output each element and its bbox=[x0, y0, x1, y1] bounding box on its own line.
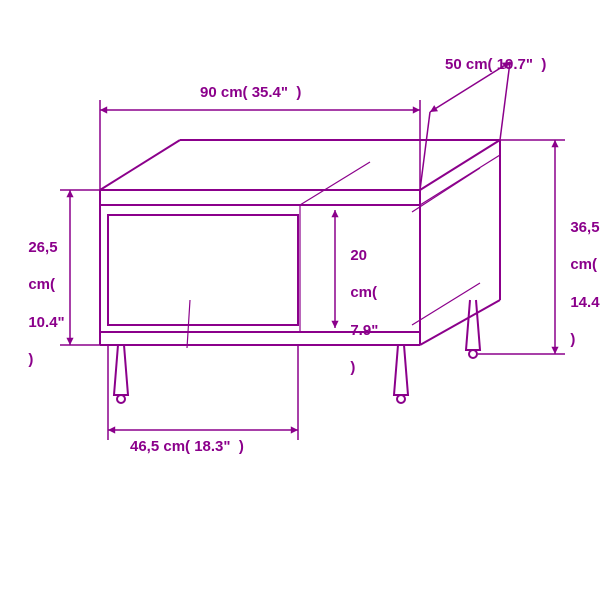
txt: ) bbox=[350, 359, 355, 376]
txt: 26,5 bbox=[28, 239, 57, 256]
dim-inner-height: 20 cm( 7.9" ) bbox=[342, 228, 378, 378]
txt: cm( bbox=[570, 256, 597, 273]
dim-height-left: 26,5 cm( 10.4" ) bbox=[20, 220, 65, 370]
dim-depth-top: 50 cm( 19.7" ) bbox=[445, 56, 546, 75]
txt: 20 bbox=[350, 247, 367, 264]
txt: 36,5 bbox=[570, 219, 599, 236]
txt: 14.4" bbox=[570, 294, 600, 311]
dim-height-right: 36,5 cm( 14.4" ) bbox=[562, 200, 600, 350]
txt: ) bbox=[570, 331, 575, 348]
dim-drawer-width: 46,5 cm( 18.3" ) bbox=[130, 438, 244, 457]
txt: cm( bbox=[350, 284, 377, 301]
txt: ) bbox=[28, 351, 33, 368]
txt: 10.4" bbox=[28, 314, 64, 331]
txt: 7.9" bbox=[350, 322, 378, 339]
furniture-dimension-diagram: 90 cm( 35.4" ) 50 cm( 19.7" ) 26,5 cm( 1… bbox=[0, 0, 600, 600]
dim-width-top: 90 cm( 35.4" ) bbox=[200, 84, 301, 103]
txt: cm( bbox=[28, 276, 55, 293]
